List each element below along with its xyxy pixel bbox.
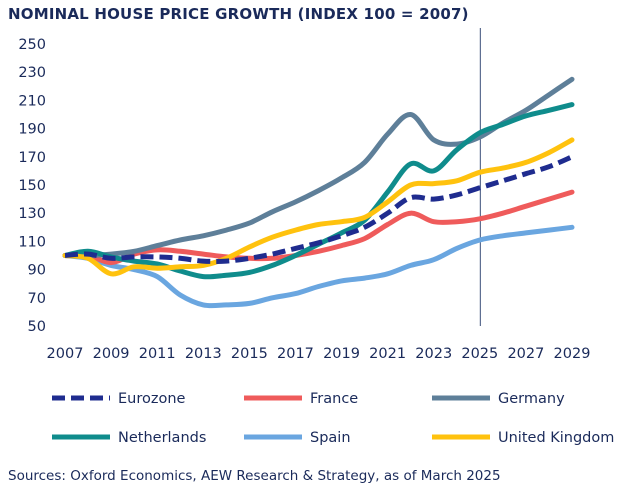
x-tick-label: 2013: [185, 346, 222, 362]
x-tick-label: 2019: [323, 346, 360, 362]
y-tick-label: 110: [18, 234, 46, 250]
y-tick-label: 230: [18, 65, 46, 81]
y-tick-label: 170: [18, 150, 46, 166]
y-tick-label: 50: [28, 319, 46, 335]
legend-item-france: France: [244, 391, 358, 407]
legend-label: Netherlands: [118, 430, 206, 446]
legend-label: Eurozone: [118, 391, 186, 407]
chart-axes: 50 70 90 110 130 150 170 190 210 230 250 2007 2009 20…: [18, 37, 590, 362]
legend-label: Spain: [310, 430, 351, 446]
legend-label: United Kingdom: [498, 430, 614, 446]
legend-label: France: [310, 391, 358, 407]
x-tick-label: 2017: [277, 346, 314, 362]
y-tick-label: 250: [18, 37, 46, 53]
legend-item-united-kingdom: United Kingdom: [432, 430, 614, 446]
legend-item-germany: Germany: [432, 391, 565, 407]
series-line-eurozone: [64, 154, 573, 264]
chart-title: NOMINAL HOUSE PRICE GROWTH (INDEX 100 = …: [8, 5, 469, 23]
x-tick-label: 2011: [139, 346, 176, 362]
legend-item-eurozone: Eurozone: [52, 391, 186, 407]
x-tick-label: 2025: [461, 346, 498, 362]
legend-item-spain: Spain: [244, 430, 351, 446]
series-line-spain: [62, 224, 575, 309]
series-line-germany: [62, 76, 575, 259]
x-tick-label: 2021: [369, 346, 406, 362]
x-tick-label: 2029: [554, 346, 591, 362]
legend-label: Germany: [498, 391, 565, 407]
x-tick-label: 2007: [47, 346, 84, 362]
source-note: Sources: Oxford Economics, AEW Research …: [8, 468, 501, 484]
y-tick-label: 150: [18, 178, 46, 194]
x-tick-label: 2023: [415, 346, 452, 362]
x-tick-label: 2009: [93, 346, 130, 362]
x-tick-label: 2015: [231, 346, 268, 362]
y-tick-label: 90: [28, 263, 46, 279]
chart-legend: Eurozone France Germany Netherlands Spain Uni…: [52, 391, 614, 446]
chart-series: [62, 76, 575, 309]
x-tick-label: 2027: [507, 346, 544, 362]
y-tick-label: 70: [28, 291, 46, 307]
y-tick-label: 210: [18, 93, 46, 109]
y-tick-label: 190: [18, 122, 46, 138]
series-line-united-kingdom: [62, 137, 575, 277]
legend-item-netherlands: Netherlands: [52, 430, 206, 446]
series-line-france: [62, 189, 575, 266]
y-tick-label: 130: [18, 206, 46, 222]
